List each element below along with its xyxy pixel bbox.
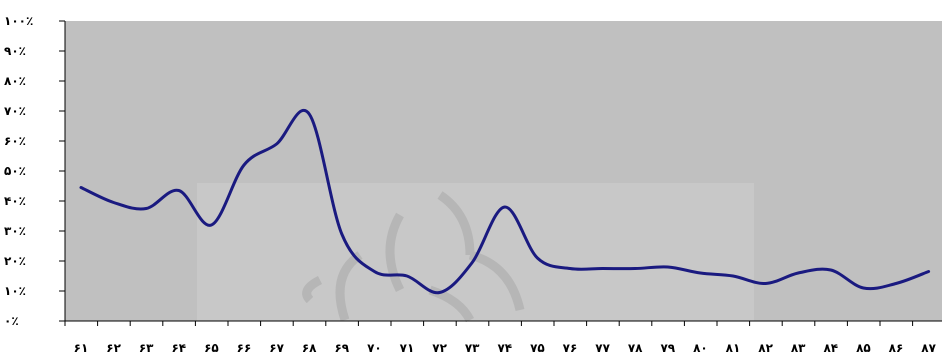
y-tick-label: ۳۰٪ [4, 224, 26, 238]
x-tick-label: ۷۴ [497, 341, 512, 355]
y-tick-label: ۲۰٪ [4, 254, 26, 268]
y-tick-label: ۱۰٪ [4, 284, 26, 298]
x-tick-label: ۶۷ [269, 341, 284, 355]
x-tick-label: ۷۱ [400, 341, 415, 355]
x-tick-label: ۷۸ [628, 341, 643, 355]
x-tick-label: ۷۳ [465, 341, 480, 355]
x-tick-label: ۶۱ [74, 341, 89, 355]
x-tick-label: ۶۳ [139, 341, 154, 355]
x-tick-label: ۷۵ [530, 341, 545, 355]
ticks [59, 20, 914, 326]
tick-labels: ۰٪ ۱۰٪ ۲۰٪ ۳۰٪ ۴۰٪ ۵۰٪ ۶۰٪ ۷۰٪ ۸۰٪ ۹۰٪ ۱۰۰٪ ۶۱ ۶۲ ۶۳ ۶… [4, 14, 937, 355]
x-tick-label: ۸۴ [823, 341, 838, 355]
y-tick-label: ۰٪ [4, 314, 19, 328]
y-tick-label: ۵۰٪ [4, 164, 26, 178]
x-tick-label: ۸۰ [693, 341, 708, 355]
x-tick-label: ۸۷ [921, 341, 936, 355]
x-tick-label: ۶۹ [334, 341, 349, 355]
y-tick-label: ۹۰٪ [4, 44, 26, 58]
x-tick-label: ۶۲ [106, 341, 121, 355]
series-line [79, 109, 931, 295]
x-tick-label: ۶۵ [204, 341, 219, 355]
axes [64, 21, 942, 325]
x-tick-label: ۷۷ [595, 341, 610, 355]
x-tick-label: ۷۲ [432, 341, 447, 355]
x-tick-label: ۶۸ [302, 341, 317, 355]
x-tick-label: ۶۶ [237, 341, 252, 355]
y-tick-label: ۱۰۰٪ [4, 14, 33, 28]
x-tick-label: ۸۲ [758, 341, 773, 355]
x-tick-label: ۸۳ [791, 341, 806, 355]
x-tick-label: ۸۵ [856, 341, 871, 355]
y-tick-label: ۶۰٪ [4, 134, 26, 148]
y-tick-label: ۷۰٪ [4, 104, 26, 118]
x-tick-label: ۷۶ [563, 341, 578, 355]
x-tick-label: ۷۰ [367, 341, 382, 355]
y-tick-label: ۴۰٪ [4, 194, 26, 208]
x-tick-label: ۸۶ [889, 341, 904, 355]
x-tick-label: ۸۱ [726, 341, 741, 355]
x-tick-label: ۷۹ [660, 341, 675, 355]
y-tick-label: ۸۰٪ [4, 74, 26, 88]
x-tick-label: ۶۴ [171, 341, 186, 355]
